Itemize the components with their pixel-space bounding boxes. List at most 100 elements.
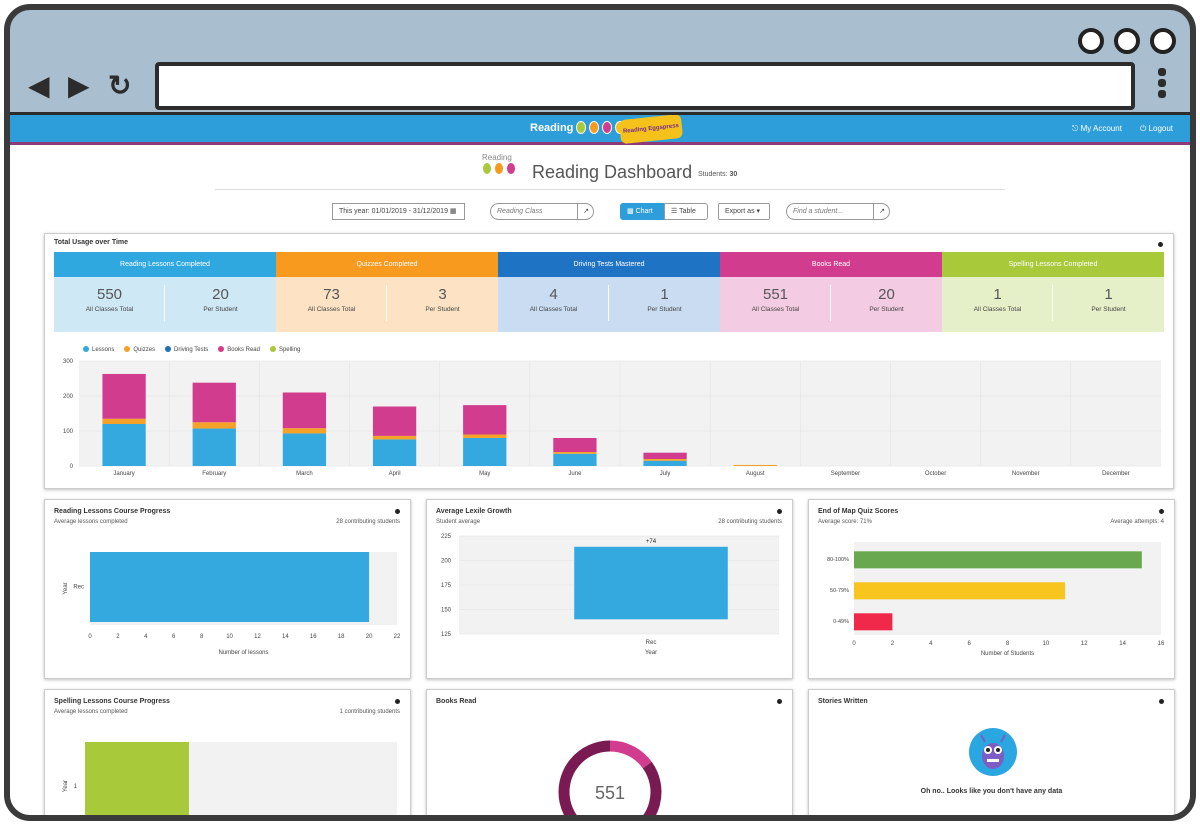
stat-per-value: 3: [438, 286, 447, 303]
data-label: +74: [646, 539, 657, 545]
stat-total-label: All Classes Total: [307, 306, 356, 313]
bar-segment: [192, 428, 236, 466]
dashboard-logo-text: Reading: [482, 153, 512, 162]
edit-icon[interactable]: ↗: [873, 204, 885, 219]
legend-label: Lessons: [92, 347, 115, 353]
usage-title: Total Usage over Time: [54, 239, 129, 246]
forward-icon[interactable]: ▶: [68, 70, 90, 101]
class-selector[interactable]: Reading Class ↗: [490, 203, 594, 220]
stat-per-value: 20: [878, 286, 895, 303]
calendar-icon: ▦: [449, 208, 457, 215]
quiz-title: End of Map Quiz Scores: [818, 508, 899, 515]
legend-item[interactable]: Lessons: [83, 346, 114, 353]
refresh-icon[interactable]: ↻: [108, 70, 132, 101]
filter-controls: This year: 01/01/2019 - 31/12/2019 ▦ Rea…: [10, 191, 1190, 225]
x-tick-label: 12: [254, 634, 261, 640]
edit-icon[interactable]: ↗: [577, 204, 589, 219]
student-search[interactable]: Find a student... ↗: [786, 203, 890, 220]
donut-center-value: 551: [595, 783, 625, 803]
reading-progress-subtitle: Average lessons completed: [54, 519, 128, 525]
my-account-link[interactable]: ⎋ My Account: [1072, 124, 1122, 133]
egg-icon: [506, 162, 517, 175]
x-tick-label: 14: [282, 634, 289, 640]
export-dropdown[interactable]: Export as ▾: [718, 203, 770, 220]
stat-per-label: Per Student: [203, 306, 238, 313]
browser-menu-icon[interactable]: [1158, 68, 1166, 101]
spelling-progress-chart: 1 Year: [63, 742, 397, 815]
stat-column: Spelling Lessons Completed 1 All Classes T…: [942, 252, 1164, 332]
legend-dot: [218, 346, 225, 352]
table-toggle-button[interactable]: ☰ Table: [664, 203, 708, 220]
account-icon: ⎋: [1072, 124, 1079, 133]
legend-item[interactable]: Quizzes: [124, 346, 155, 353]
x-tick-label: 18: [338, 634, 345, 640]
egg-icon: [602, 121, 613, 134]
info-icon[interactable]: [777, 509, 782, 514]
students-label: Students:: [698, 171, 728, 178]
x-tick-label: 4: [929, 641, 933, 647]
chart-legend: Lessons Quizzes Driving Tests Books Read Spe…: [83, 346, 300, 353]
reading-progress-title: Reading Lessons Course Progress: [54, 508, 171, 515]
eggspress-logo[interactable]: Reading Eggspress: [618, 115, 684, 145]
x-tick-label: November: [1012, 471, 1040, 477]
logout-link[interactable]: ⏻ Logout: [1140, 124, 1174, 133]
y-category-label: 80-100%: [827, 557, 849, 563]
x-tick-label: May: [479, 471, 490, 477]
bar: [90, 552, 370, 622]
window-button-3[interactable]: [1150, 28, 1176, 54]
stat-body: 1 All Classes Total 1 Per Student: [942, 277, 1164, 332]
egg-icon: [576, 121, 587, 134]
y-category-label: 0-49%: [833, 619, 849, 625]
stat-total-value: 4: [549, 286, 558, 303]
x-axis-title: Year: [645, 650, 657, 656]
window-button-1[interactable]: [1078, 28, 1104, 54]
info-icon[interactable]: [1159, 699, 1164, 704]
bar-segment: [372, 439, 417, 466]
chart-toggle-button[interactable]: ▩ Chart: [620, 203, 664, 220]
bar-segment: [643, 459, 687, 461]
bar-segment: [102, 424, 146, 466]
legend-item[interactable]: Books Read: [218, 346, 260, 353]
lexile-subtitle: Student average: [436, 519, 481, 525]
student-search-placeholder: Find a student...: [793, 208, 844, 215]
y-category-label: 50-79%: [830, 588, 849, 594]
x-tick-label: October: [925, 471, 946, 477]
bar-segment: [643, 452, 687, 459]
info-icon[interactable]: [395, 509, 400, 514]
info-icon[interactable]: [1159, 509, 1164, 514]
export-label: Export as: [725, 208, 755, 215]
dashboard-header: Reading Reading Dashboard Students: 30: [10, 145, 1190, 191]
x-tick-label: 10: [226, 634, 233, 640]
y-tick-label: 0: [70, 464, 74, 470]
info-icon[interactable]: [777, 699, 782, 704]
bar-segment: [192, 382, 236, 423]
window-button-2[interactable]: [1114, 28, 1140, 54]
top-navigation-bar: Reading Reading Eggspress ⎋ My Account ⏻…: [10, 115, 1190, 145]
bar-segment: [463, 405, 507, 435]
stat-per-cell: 1 Per Student: [1053, 277, 1164, 332]
brand-logo[interactable]: Reading: [530, 121, 626, 134]
bar-segment: [192, 422, 236, 429]
date-range-picker[interactable]: This year: 01/01/2019 - 31/12/2019 ▦: [332, 203, 465, 220]
x-tick-label: 0: [852, 641, 856, 647]
legend-item[interactable]: Spelling: [269, 346, 301, 353]
stat-column: Quizzes Completed 73 All Classes Total 3 Per…: [276, 252, 498, 332]
reading-progress-chart: Rec 0 2 4 6 8 10 12 14 16 18 20 22 Number of lessons Y…: [63, 552, 401, 656]
stat-total-label: All Classes Total: [529, 306, 578, 313]
legend-item[interactable]: Driving Tests: [165, 346, 208, 353]
x-tick-label: 10: [1043, 641, 1050, 647]
stat-total-cell: 550 All Classes Total: [54, 277, 165, 332]
info-icon[interactable]: [1158, 242, 1163, 247]
legend-label: Spelling: [278, 347, 301, 353]
address-bar[interactable]: [155, 62, 1135, 110]
no-data-message: Oh no.. Looks like you don't have any da…: [920, 788, 1063, 795]
stat-total-value: 1: [993, 286, 1002, 303]
legend-label: Driving Tests: [174, 347, 209, 353]
lexile-contributors: 28 contributing students: [718, 519, 782, 525]
bar: [854, 613, 893, 631]
info-icon[interactable]: [395, 699, 400, 704]
books-read-title: Books Read: [436, 698, 477, 705]
y-tick-label: 200: [441, 559, 452, 565]
bar-segment: [282, 433, 327, 466]
back-icon[interactable]: ◀: [28, 70, 50, 101]
